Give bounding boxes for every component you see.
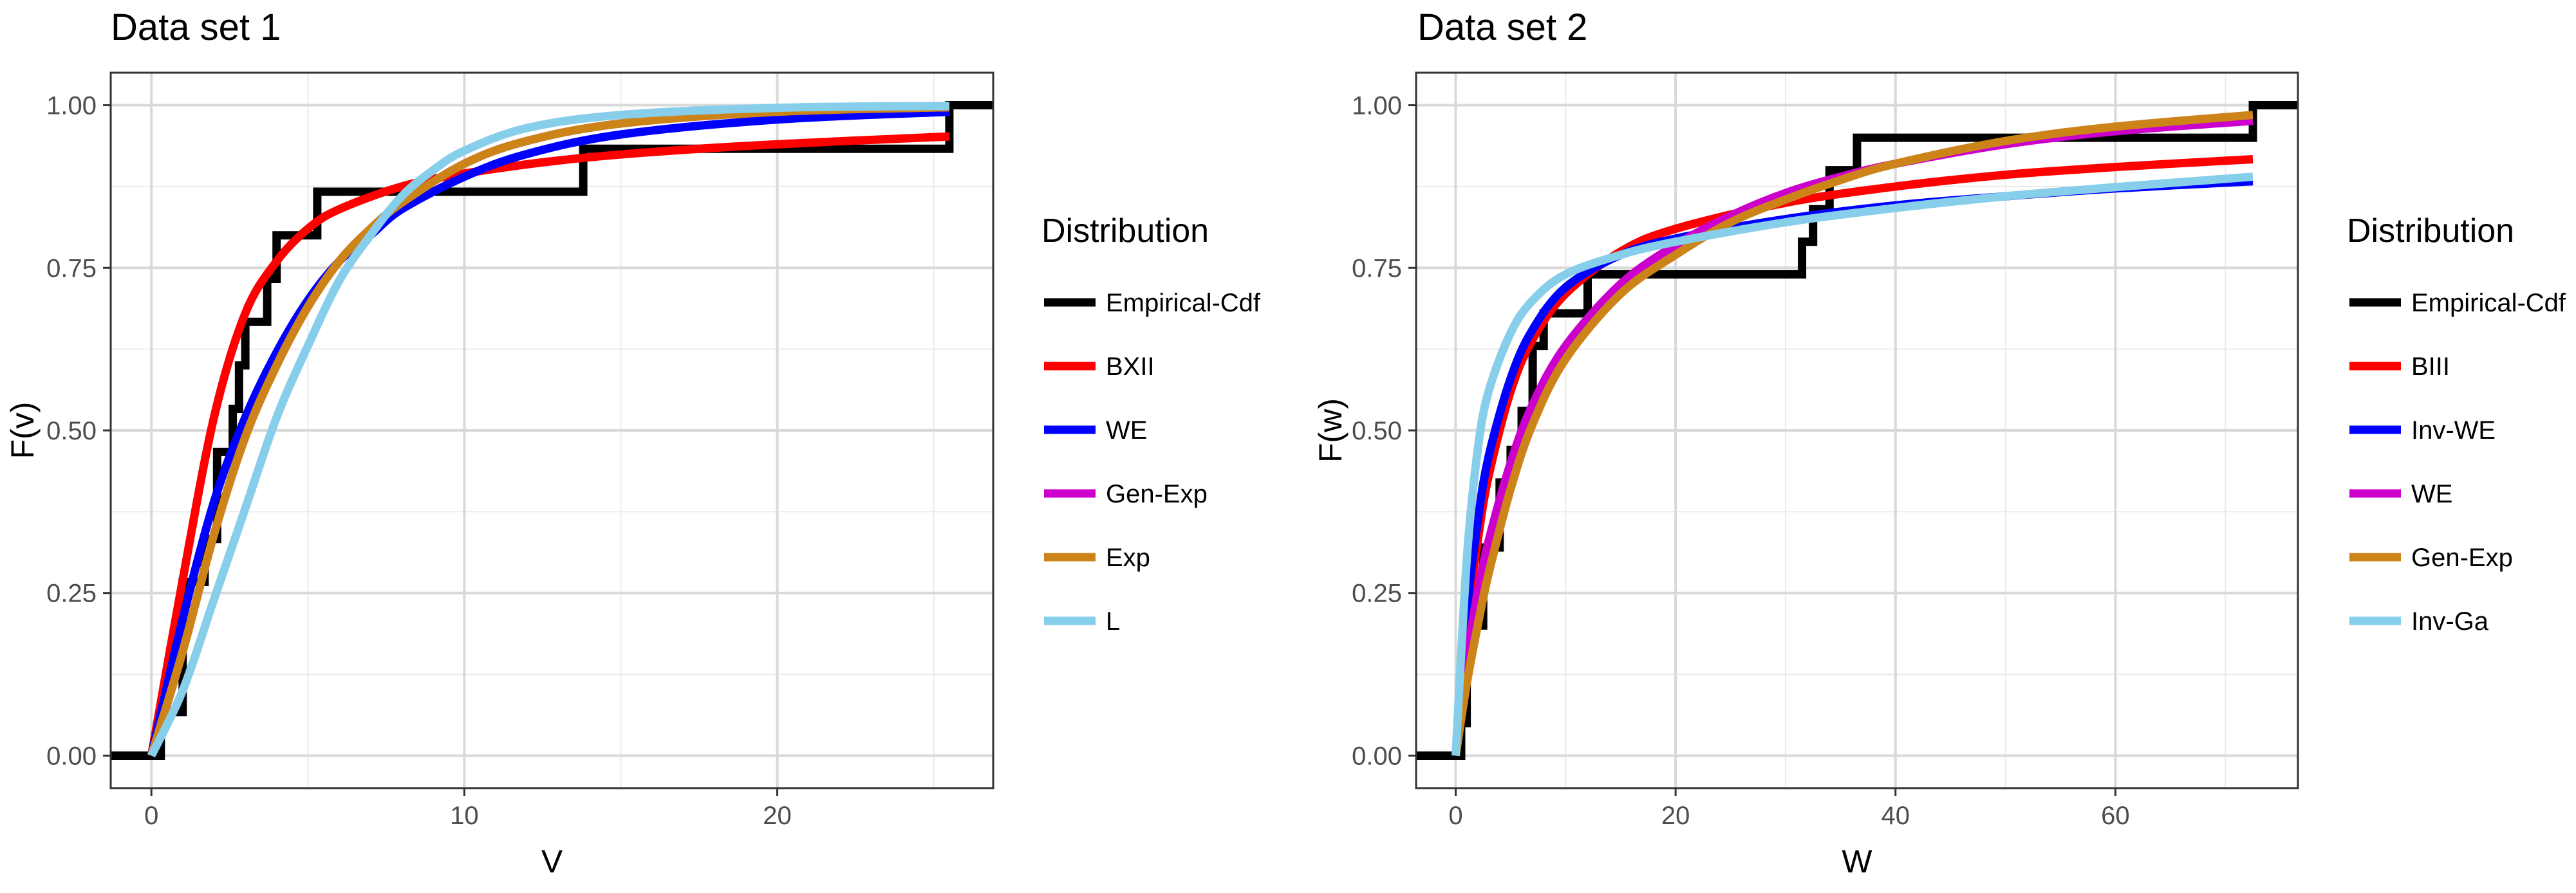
x-tick-label: 60 <box>2101 802 2130 830</box>
x-tick-label: 20 <box>763 802 792 830</box>
y-tick-label: 0.25 <box>46 580 97 608</box>
y-tick-label: 0.50 <box>1352 417 1402 445</box>
y-tick-label: 0.75 <box>46 254 97 282</box>
series-line-l <box>147 102 949 758</box>
x-tick-label: 0 <box>144 802 158 830</box>
series-line-exp <box>147 103 950 757</box>
legend-label-we: WE <box>2411 480 2452 508</box>
y-tick-label: 0.00 <box>1352 742 1402 770</box>
y-tick-label: 1.00 <box>46 92 97 120</box>
legend-label-gen-exp: Gen-Exp <box>1106 480 1208 508</box>
legend-label-exp: Exp <box>1106 544 1150 572</box>
legend-label-gen-exp: Gen-Exp <box>2411 544 2513 572</box>
y-axis-label: F(w) <box>1312 398 1349 463</box>
legend-label-l: L <box>1106 607 1120 636</box>
x-tick-label: 20 <box>1661 802 1690 830</box>
legend-title: Distribution <box>2347 212 2514 250</box>
x-tick-label: 10 <box>450 802 479 830</box>
chart-title: Data set 2 <box>1417 6 1587 48</box>
chart-panel-data-set-2: 0 20 40 60 0.00 0.25 0.50 0.75 1.00 Data set 2 W F(… <box>1312 6 2566 879</box>
legend-label-inv-ga: Inv-Ga <box>2411 607 2489 636</box>
y-tick-label: 0.00 <box>46 742 97 770</box>
chart-panel-data-set-1: 0 10 20 0.00 0.25 0.50 0.75 1.00 Data set 1 V F(v)… <box>5 6 1261 879</box>
series-line-gen-exp <box>1451 111 2254 757</box>
y-tick-label: 0.25 <box>1352 580 1402 608</box>
y-tick-label: 0.50 <box>46 417 97 445</box>
x-tick-label: 0 <box>1448 802 1462 830</box>
legend-title: Distribution <box>1041 212 1209 250</box>
legend-label-inv-we: Inv-WE <box>2411 416 2496 445</box>
legend-label-biii: BIII <box>2411 353 2450 381</box>
data-layer <box>1416 101 2298 760</box>
legend-label-empirical-cdf: Empirical-Cdf <box>1106 289 1261 317</box>
legend-label-we: WE <box>1106 416 1147 445</box>
series-line-inv-ga <box>1451 172 2254 756</box>
x-tick-label: 40 <box>1881 802 1910 830</box>
x-axis-label: V <box>541 843 563 879</box>
legend-label-empirical-cdf: Empirical-Cdf <box>2411 289 2566 317</box>
y-axis-label: F(v) <box>5 402 41 459</box>
legend-label-bxii: BXII <box>1106 353 1155 381</box>
chart-title: Data set 1 <box>111 6 281 48</box>
y-tick-label: 1.00 <box>1352 92 1402 120</box>
series-line-bxii <box>147 132 950 757</box>
data-layer <box>111 101 993 760</box>
y-tick-label: 0.75 <box>1352 254 1402 282</box>
x-axis-label: W <box>1842 843 1872 879</box>
